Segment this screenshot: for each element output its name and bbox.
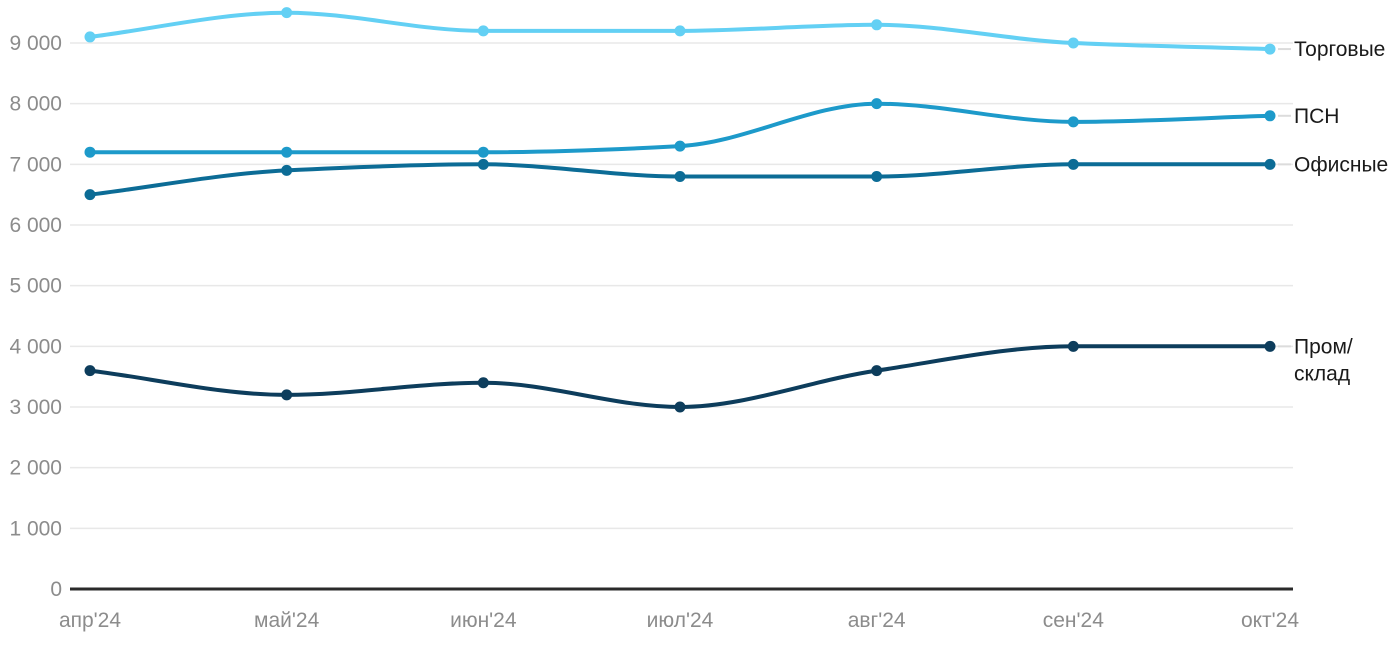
- y-tick-label: 5 000: [9, 275, 62, 298]
- data-point: [281, 7, 293, 19]
- data-point: [477, 158, 489, 170]
- data-point: [674, 170, 686, 182]
- x-tick-label: авг'24: [848, 609, 906, 632]
- data-point: [281, 164, 293, 176]
- data-point: [1264, 110, 1276, 122]
- data-point: [1067, 37, 1079, 49]
- data-point: [1264, 158, 1276, 170]
- data-point: [1067, 340, 1079, 352]
- data-point: [281, 389, 293, 401]
- y-tick-label: 7 000: [9, 153, 62, 176]
- data-point: [84, 31, 96, 43]
- data-point: [1264, 340, 1276, 352]
- data-point: [281, 146, 293, 158]
- y-tick-label: 6 000: [9, 214, 62, 237]
- data-point: [674, 25, 686, 37]
- x-tick-label: июл'24: [647, 609, 714, 632]
- x-tick-label: апр'24: [59, 609, 121, 632]
- y-tick-label: 2 000: [9, 457, 62, 480]
- y-tick-label: 3 000: [9, 396, 62, 419]
- data-point: [1067, 116, 1079, 128]
- data-point: [477, 146, 489, 158]
- data-point: [84, 189, 96, 201]
- data-point: [84, 365, 96, 377]
- series-label: Пром/склад: [1294, 335, 1353, 385]
- data-point: [871, 365, 883, 377]
- data-point: [477, 377, 489, 389]
- y-tick-label: 1 000: [9, 517, 62, 540]
- data-point: [1264, 43, 1276, 55]
- data-point: [674, 140, 686, 152]
- series-label: ПСН: [1294, 105, 1339, 128]
- data-point: [871, 170, 883, 182]
- data-point: [477, 25, 489, 37]
- data-point: [871, 98, 883, 110]
- series-label: Торговые: [1294, 38, 1385, 61]
- data-point: [84, 146, 96, 158]
- x-tick-label: окт'24: [1241, 609, 1299, 632]
- data-point: [1067, 158, 1079, 170]
- series-line-4: [88, 344, 1272, 410]
- y-tick-label: 4 000: [9, 335, 62, 358]
- y-tick-label: 0: [50, 578, 62, 601]
- x-tick-label: сен'24: [1043, 609, 1104, 632]
- data-point: [871, 19, 883, 31]
- y-tick-label: 8 000: [9, 93, 62, 116]
- x-tick-label: май'24: [254, 609, 320, 632]
- data-point: [674, 401, 686, 413]
- y-tick-label: 9 000: [9, 32, 62, 55]
- x-tick-label: июн'24: [450, 609, 517, 632]
- series-label: Офисные: [1294, 153, 1388, 176]
